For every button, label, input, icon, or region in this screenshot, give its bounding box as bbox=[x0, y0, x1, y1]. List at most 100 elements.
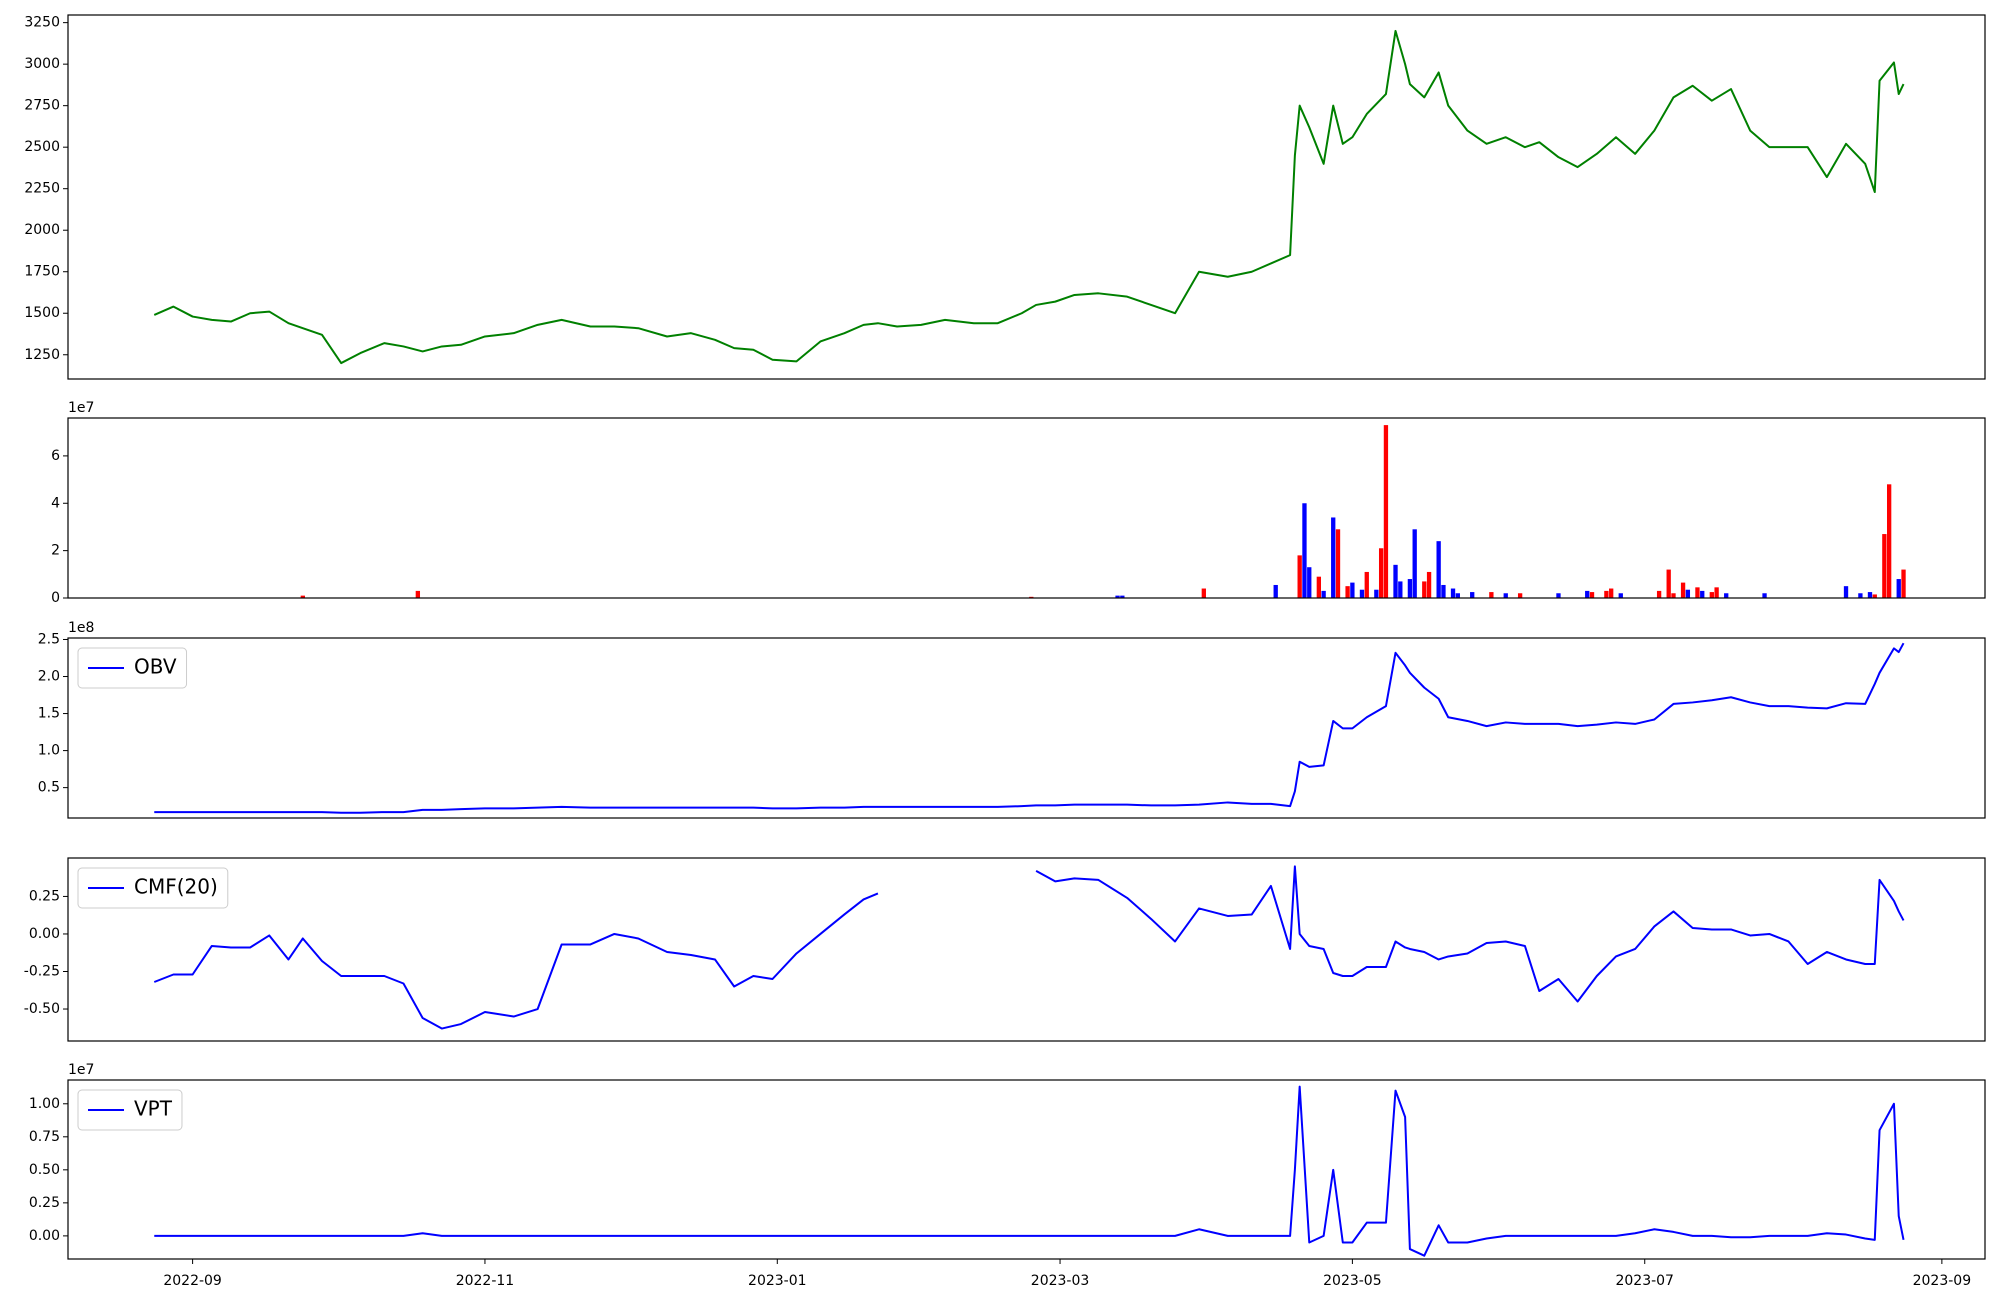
volume-bar bbox=[1517, 593, 1523, 598]
y-tick-label: 2250 bbox=[24, 181, 60, 197]
volume-bar bbox=[1201, 588, 1206, 598]
volume-bar bbox=[1398, 581, 1403, 598]
axis-offset-text: 1e7 bbox=[68, 1062, 94, 1078]
volume-bar bbox=[1656, 590, 1662, 598]
volume-bar bbox=[1886, 484, 1892, 598]
y-tick-label: -0.50 bbox=[24, 1001, 60, 1017]
line-series bbox=[154, 1085, 1905, 1257]
volume-bar bbox=[1724, 593, 1729, 598]
x-tick-label: 2022-09 bbox=[163, 1273, 222, 1289]
volume-bar bbox=[1383, 425, 1389, 598]
volume-bar bbox=[415, 590, 421, 598]
y-tick-label: 1.00 bbox=[29, 1096, 60, 1112]
x-tick-label: 2023-01 bbox=[748, 1273, 807, 1289]
volume-bar bbox=[1273, 584, 1278, 598]
y-tick-label: 1.0 bbox=[38, 743, 60, 759]
x-tick-label: 2023-03 bbox=[1031, 1273, 1090, 1289]
y-tick-label: 4 bbox=[51, 495, 60, 511]
volume-bar bbox=[1685, 589, 1691, 598]
line-series bbox=[153, 865, 1905, 1030]
y-tick-label: 1750 bbox=[24, 264, 60, 280]
y-tick-label: 6 bbox=[51, 448, 60, 464]
volume-bar bbox=[1609, 588, 1614, 598]
y-tick-label: 0.75 bbox=[29, 1129, 60, 1145]
volume-bar bbox=[1335, 529, 1341, 598]
volume-bar bbox=[1709, 592, 1714, 598]
volume-bar bbox=[1393, 564, 1398, 598]
y-tick-label: 1500 bbox=[24, 305, 60, 321]
y-tick-label: 3250 bbox=[24, 15, 60, 31]
volume-bar bbox=[1843, 586, 1849, 598]
volume-bar bbox=[1556, 593, 1561, 598]
y-tick-label: 0 bbox=[51, 590, 60, 606]
y-tick-label: 1.5 bbox=[38, 706, 60, 722]
volume-bar bbox=[1455, 593, 1460, 598]
axes-frame bbox=[67, 637, 1986, 819]
line-series bbox=[154, 642, 1905, 814]
volume-bar bbox=[1872, 594, 1877, 598]
volume-bar bbox=[1589, 592, 1595, 598]
y-tick-label: 0.25 bbox=[29, 888, 60, 904]
volume-bar bbox=[1680, 582, 1686, 598]
axis-offset-text: 1e8 bbox=[68, 620, 94, 636]
volume-bar bbox=[1374, 589, 1379, 598]
volume-bar bbox=[1762, 593, 1767, 598]
volume-bar bbox=[1470, 592, 1475, 598]
volume-bar bbox=[1671, 593, 1676, 598]
legend-box bbox=[77, 1089, 183, 1131]
x-tick-label: 2023-09 bbox=[1913, 1273, 1972, 1289]
volume-bar bbox=[1297, 555, 1302, 598]
volume-bar bbox=[1120, 595, 1125, 598]
volume-bar bbox=[1345, 586, 1350, 598]
y-tick-label: 2750 bbox=[24, 98, 60, 114]
volume-bar bbox=[1896, 579, 1901, 598]
volume-bar bbox=[1441, 584, 1446, 598]
volume-bar bbox=[1436, 541, 1441, 598]
axis-offset-text: 1e7 bbox=[68, 400, 94, 416]
y-tick-label: 0.50 bbox=[29, 1162, 60, 1178]
volume-bar bbox=[1695, 587, 1700, 598]
y-tick-label: 3000 bbox=[24, 56, 60, 72]
line-series bbox=[153, 29, 1905, 365]
volume-bar bbox=[1901, 569, 1906, 598]
y-tick-label: 0.25 bbox=[29, 1195, 60, 1211]
volume-bar bbox=[1302, 503, 1307, 598]
x-tick-label: 2023-07 bbox=[1615, 1273, 1674, 1289]
legend-box bbox=[77, 867, 229, 909]
volume-bar bbox=[1858, 593, 1863, 598]
volume-bar bbox=[1585, 590, 1590, 598]
volume-bar bbox=[1867, 592, 1873, 598]
volume-bar bbox=[1331, 517, 1336, 598]
volume-bar bbox=[1307, 567, 1312, 598]
legend-label: CMF(20) bbox=[134, 875, 218, 899]
volume-bar bbox=[300, 595, 305, 598]
volume-bar bbox=[1321, 590, 1326, 598]
x-tick-label: 2023-05 bbox=[1323, 1273, 1382, 1289]
volume-bar bbox=[1316, 576, 1321, 598]
axes-frame bbox=[67, 857, 1986, 1042]
y-tick-label: 1250 bbox=[24, 347, 60, 363]
legend-label: OBV bbox=[134, 655, 177, 679]
y-tick-label: 2 bbox=[51, 543, 60, 559]
volume-bar bbox=[1604, 590, 1609, 598]
volume-bar bbox=[1407, 579, 1413, 598]
y-tick-label: 2000 bbox=[24, 222, 60, 238]
y-tick-label: 0.00 bbox=[29, 1228, 60, 1244]
y-tick-label: 0.5 bbox=[38, 780, 60, 796]
volume-bar bbox=[1666, 569, 1671, 598]
volume-bar bbox=[1426, 571, 1432, 598]
volume-bar bbox=[1115, 595, 1120, 598]
volume-bar bbox=[1700, 590, 1705, 598]
volume-bar bbox=[1489, 592, 1494, 598]
axes-frame bbox=[67, 417, 1986, 599]
x-tick-label: 2022-11 bbox=[456, 1273, 515, 1289]
volume-bar bbox=[1714, 587, 1719, 598]
volume-bar bbox=[1412, 529, 1417, 598]
volume-bar bbox=[1350, 582, 1355, 598]
y-tick-label: 2.5 bbox=[38, 631, 60, 647]
axes-frame bbox=[67, 14, 1986, 380]
volume-bar bbox=[1503, 593, 1508, 598]
volume-bar bbox=[1422, 581, 1427, 598]
